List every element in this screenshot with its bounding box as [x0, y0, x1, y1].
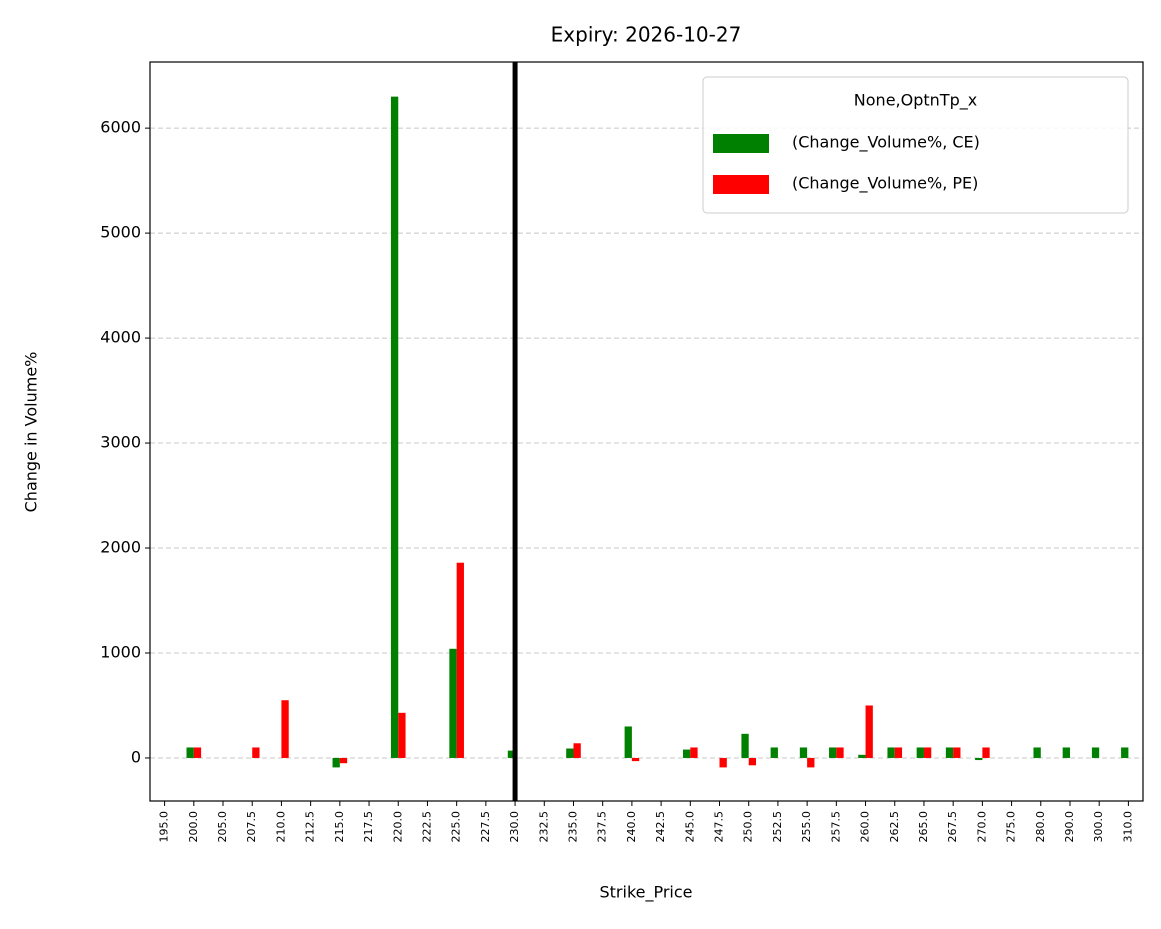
- bar: [683, 749, 691, 758]
- y-tick-label: 1000: [100, 642, 141, 661]
- x-tick-label: 220.0: [391, 811, 404, 843]
- x-tick-label: 215.0: [333, 811, 346, 843]
- bar: [836, 747, 844, 758]
- x-tick-label: 230.0: [508, 811, 521, 843]
- bar: [748, 757, 757, 766]
- legend-swatch: [713, 134, 769, 153]
- x-tick-label: 200.0: [187, 811, 200, 843]
- x-tick-label: 247.5: [713, 811, 726, 843]
- x-tick-label: 255.0: [800, 811, 813, 843]
- bar: [923, 747, 932, 758]
- bar: [1091, 747, 1100, 758]
- x-tick-label: 242.5: [654, 811, 667, 843]
- x-tick-label: 252.5: [771, 811, 784, 843]
- y-tick-label: 3000: [100, 433, 141, 452]
- bar: [982, 747, 990, 758]
- bar: [507, 750, 516, 758]
- x-tick-label: 235.0: [566, 811, 579, 843]
- y-tick-label: 2000: [100, 538, 141, 557]
- x-tick-label: 240.0: [625, 811, 638, 843]
- bar: [690, 747, 698, 758]
- bar: [807, 757, 815, 768]
- bar: [916, 747, 924, 758]
- x-tick-label: 237.5: [596, 811, 609, 843]
- bar: [456, 562, 464, 758]
- bar: [719, 757, 727, 768]
- bar: [945, 747, 954, 758]
- x-tick-label: 195.0: [158, 811, 171, 843]
- bar: [799, 747, 808, 758]
- bar: [193, 747, 202, 758]
- y-tick-label: 0: [131, 747, 141, 766]
- x-tick-label: 207.5: [245, 811, 258, 843]
- plot-frame: [149, 61, 1144, 802]
- bar: [887, 747, 895, 758]
- x-tick-label: 205.0: [216, 811, 229, 843]
- x-tick-label: 232.5: [537, 811, 550, 843]
- bar: [894, 747, 903, 758]
- bar: [741, 733, 749, 758]
- x-tick-label: 267.5: [946, 811, 959, 843]
- bar: [858, 754, 866, 758]
- x-tick-label: 245.0: [683, 811, 696, 843]
- bar: [398, 712, 406, 758]
- x-tick-label: 270.0: [975, 811, 988, 843]
- bar: [449, 648, 457, 758]
- bar: [566, 748, 574, 758]
- x-tick-label: 300.0: [1092, 811, 1105, 843]
- x-tick-label: 212.5: [304, 811, 317, 843]
- bar: [1121, 747, 1129, 758]
- y-axis-label: Change in Volume%: [22, 352, 41, 513]
- bar: [332, 757, 340, 768]
- bar: [390, 96, 399, 758]
- x-tick-label: 217.5: [362, 811, 375, 843]
- bar: [953, 747, 961, 758]
- bar: [975, 757, 983, 761]
- chart-title: Expiry: 2026-10-27: [551, 23, 742, 47]
- bar: [1033, 747, 1041, 758]
- bar: [186, 747, 194, 758]
- bar: [252, 747, 260, 758]
- x-tick-label: 222.5: [420, 811, 433, 843]
- x-tick-label: 265.0: [917, 811, 930, 843]
- legend-label: (Change_Volume%, PE): [792, 174, 978, 194]
- x-axis-label: Strike_Price: [599, 883, 692, 903]
- bar: [1062, 747, 1070, 758]
- x-tick-label: 257.5: [829, 811, 842, 843]
- x-tick-label: 227.5: [479, 811, 492, 843]
- x-tick-label: 260.0: [859, 811, 872, 843]
- bar: [865, 705, 873, 758]
- legend-title: None,OptnTp_x: [854, 91, 977, 111]
- y-tick-label: 6000: [100, 118, 141, 137]
- bar: [770, 747, 778, 758]
- x-tick-label: 275.0: [1005, 811, 1018, 843]
- bar: [281, 700, 289, 758]
- bar: [624, 726, 632, 758]
- legend-label: (Change_Volume%, CE): [792, 133, 980, 153]
- x-tick-label: 225.0: [450, 811, 463, 843]
- x-tick-label: 250.0: [742, 811, 755, 843]
- x-tick-label: 280.0: [1034, 811, 1047, 843]
- x-tick-label: 290.0: [1063, 811, 1076, 843]
- x-tick-label: 210.0: [274, 811, 287, 843]
- bar: [829, 747, 837, 758]
- bar: [339, 757, 348, 764]
- legend-box: [702, 76, 1129, 214]
- legend-swatch: [713, 175, 769, 194]
- bar: [631, 757, 640, 762]
- x-tick-label: 262.5: [888, 811, 901, 843]
- y-tick-label: 5000: [100, 223, 141, 242]
- y-tick-label: 4000: [100, 328, 141, 347]
- x-tick-label: 310.0: [1121, 811, 1134, 843]
- bar: [573, 743, 581, 758]
